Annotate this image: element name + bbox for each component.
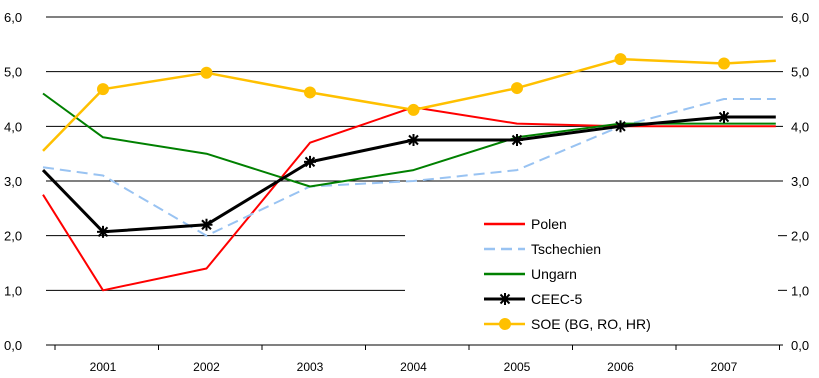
data-point-marker <box>304 155 316 168</box>
y-axis-right: 0,0 1,0 2,0 3,0 4,0 5,0 6,0 <box>791 10 809 353</box>
series-lines <box>41 53 776 292</box>
y-tick-label-right: 0,0 <box>791 338 809 353</box>
data-point-marker <box>499 318 511 330</box>
legend-item: CEEC-5 <box>484 291 583 307</box>
data-point-marker <box>614 53 627 66</box>
data-point-marker <box>97 225 109 238</box>
x-tick-label: 2006 <box>607 360 634 374</box>
y-tick-label-right: 3,0 <box>791 174 809 189</box>
y-tick-label-left: 6,0 <box>4 10 22 25</box>
marker-stroke <box>511 134 523 146</box>
data-point-marker <box>200 218 213 231</box>
data-point-marker <box>304 86 316 99</box>
y-tick-label-right: 5,0 <box>791 65 809 80</box>
data-point-marker <box>407 103 420 116</box>
data-point-marker <box>614 120 627 133</box>
x-tick-label: 2005 <box>504 360 531 374</box>
legend-label: Tschechien <box>531 241 601 257</box>
y-tick-label-right: 2,0 <box>791 229 809 244</box>
data-point-marker <box>511 82 523 95</box>
data-point-marker <box>97 83 109 96</box>
y-tick-label-left: 4,0 <box>4 119 22 134</box>
marker-stroke <box>408 134 419 146</box>
series-ungarn <box>42 92 776 188</box>
legend-item: SOE (BG, RO, HR) <box>484 316 651 332</box>
series-soe-bg-ro-hr- <box>42 53 776 152</box>
x-tick-label: 2001 <box>90 360 117 374</box>
data-point-marker <box>511 134 523 146</box>
y-tick-label-left: 3,0 <box>4 174 22 189</box>
y-tick-label-right: 4,0 <box>791 119 809 134</box>
x-tick-label: 2007 <box>711 360 738 374</box>
x-axis <box>46 235 787 350</box>
legend-label: Polen <box>531 216 567 232</box>
legend-item: Polen <box>484 216 567 232</box>
data-point-marker <box>718 111 730 124</box>
y-tick-label-left: 1,0 <box>4 283 22 298</box>
marker-stroke <box>499 293 511 305</box>
legend-item: Tschechien <box>484 241 601 257</box>
marker-stroke <box>201 219 212 230</box>
legend-label: Ungarn <box>531 266 577 282</box>
series-line <box>42 92 776 188</box>
marker-stroke <box>615 121 626 132</box>
y-tick-label-left: 0,0 <box>4 338 22 353</box>
y-axis-left: 0,0 1,0 2,0 3,0 4,0 5,0 6,0 <box>4 10 22 353</box>
legend-item: Ungarn <box>484 266 577 282</box>
marker-stroke <box>97 226 109 238</box>
x-tick-label: 2002 <box>193 360 220 374</box>
series-ceec-5 <box>41 111 776 238</box>
data-point-marker <box>407 134 420 146</box>
marker-stroke <box>718 111 730 123</box>
legend: Polen Tschechien Ungarn CEEC-5 SOE (BG, RO, … <box>478 212 703 344</box>
y-tick-label-left: 5,0 <box>4 65 22 80</box>
data-point-marker <box>200 66 213 79</box>
y-tick-label-right: 6,0 <box>791 10 809 25</box>
data-point-marker <box>718 57 730 70</box>
x-tick-labels: 2001 2002 2003 2004 2005 2006 2007 <box>90 360 738 374</box>
series-line <box>42 98 776 237</box>
y-tick-label-right: 1,0 <box>791 283 809 298</box>
legend-label: SOE (BG, RO, HR) <box>531 316 651 332</box>
x-tick-label: 2004 <box>400 360 427 374</box>
legend-label: CEEC-5 <box>531 291 583 307</box>
marker-stroke <box>304 156 316 168</box>
x-tick-label: 2003 <box>297 360 324 374</box>
legend-background <box>478 212 703 344</box>
data-point-marker <box>499 293 511 305</box>
y-tick-label-left: 2,0 <box>4 229 22 244</box>
series-tschechien <box>42 98 776 237</box>
